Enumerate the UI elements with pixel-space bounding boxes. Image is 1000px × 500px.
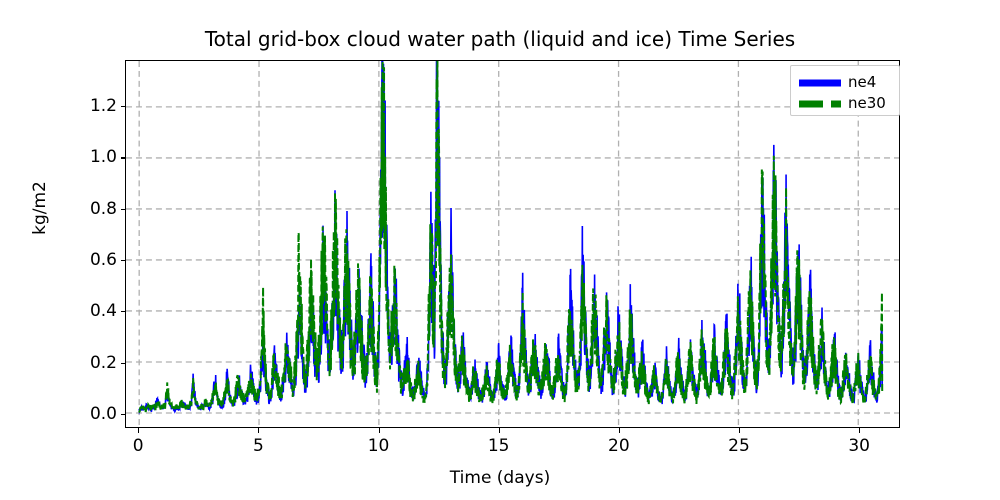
y-tick-mark — [121, 106, 126, 108]
x-tick-mark — [138, 428, 140, 433]
y-tick-mark — [121, 311, 126, 313]
x-tick-mark — [498, 428, 500, 433]
legend-swatch-ne4 — [798, 75, 842, 89]
legend-label-ne30: ne30 — [848, 93, 886, 112]
y-tick-label: 0.8 — [89, 198, 117, 219]
x-axis-tick-labels: 0 5 10 15 20 25 30 — [0, 436, 1000, 466]
y-axis-tick-labels: 0.0 0.2 0.4 0.6 0.8 1.0 1.2 — [55, 0, 117, 500]
y-tick-mark — [121, 260, 126, 262]
legend-item-ne4[interactable]: ne4 — [791, 71, 899, 92]
y-tick-mark — [121, 208, 126, 210]
x-tick-label: 15 — [487, 436, 510, 456]
y-axis-label: kg/m2 — [30, 181, 50, 235]
y-tick-label: 1.0 — [89, 147, 117, 168]
y-tick-label: 0.6 — [89, 250, 117, 271]
legend-item-ne30[interactable]: ne30 — [791, 92, 899, 113]
y-tick-mark — [121, 413, 126, 415]
x-tick-mark — [859, 428, 861, 433]
legend-swatch-ne30 — [798, 96, 842, 110]
plot-area — [125, 60, 900, 428]
series-ne30 — [138, 61, 884, 414]
x-tick-label: 20 — [608, 436, 630, 456]
x-tick-label: 30 — [848, 436, 870, 456]
y-tick-mark — [121, 362, 126, 364]
y-tick-label: 0.2 — [89, 352, 117, 373]
data-series-layer — [138, 61, 884, 415]
legend[interactable]: ne4 ne30 — [790, 65, 900, 116]
chart-title: Total grid-box cloud water path (liquid … — [204, 27, 796, 51]
x-tick-mark — [738, 428, 741, 433]
x-tick-mark — [618, 428, 620, 433]
y-tick-label: 1.2 — [89, 96, 117, 117]
x-tick-label: 25 — [728, 436, 750, 456]
y-tick-label: 0.0 — [89, 403, 117, 424]
y-tick-label: 0.4 — [89, 301, 117, 322]
x-tick-label: 5 — [252, 436, 264, 456]
x-tick-mark — [378, 428, 380, 433]
legend-label-ne4: ne4 — [848, 72, 877, 91]
y-tick-mark — [121, 157, 126, 159]
x-tick-label: 0 — [132, 436, 144, 456]
x-axis-label: Time (days) — [449, 468, 551, 488]
x-tick-mark — [258, 428, 260, 433]
x-tick-label: 10 — [367, 436, 390, 456]
